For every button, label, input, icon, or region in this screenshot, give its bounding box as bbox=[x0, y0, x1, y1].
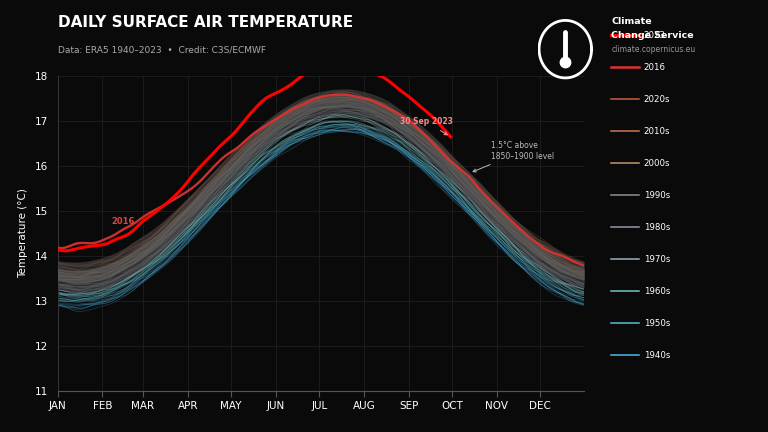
Text: DAILY SURFACE AIR TEMPERATURE: DAILY SURFACE AIR TEMPERATURE bbox=[58, 15, 353, 30]
Text: 2010s: 2010s bbox=[644, 127, 670, 136]
Text: 2023: 2023 bbox=[644, 31, 666, 40]
Text: 1.5°C above
1850–1900 level: 1.5°C above 1850–1900 level bbox=[473, 141, 554, 172]
Text: Change Service: Change Service bbox=[611, 31, 694, 40]
Text: 1970s: 1970s bbox=[644, 255, 670, 264]
Text: 2016: 2016 bbox=[644, 63, 666, 72]
Text: 2000s: 2000s bbox=[644, 159, 670, 168]
Text: 1990s: 1990s bbox=[644, 191, 670, 200]
Text: Climate: Climate bbox=[611, 17, 652, 26]
Text: 30 Sep 2023: 30 Sep 2023 bbox=[400, 118, 453, 135]
Text: 2020s: 2020s bbox=[644, 95, 670, 104]
Text: 1980s: 1980s bbox=[644, 223, 670, 232]
Text: 1960s: 1960s bbox=[644, 287, 670, 295]
Text: 1950s: 1950s bbox=[644, 319, 670, 327]
Text: Data: ERA5 1940–2023  •  Credit: C3S/ECMWF: Data: ERA5 1940–2023 • Credit: C3S/ECMWF bbox=[58, 45, 266, 54]
Text: 2016: 2016 bbox=[111, 217, 134, 226]
Y-axis label: Temperature (°C): Temperature (°C) bbox=[18, 188, 28, 278]
Text: climate.copernicus.eu: climate.copernicus.eu bbox=[611, 45, 696, 54]
Text: 1940s: 1940s bbox=[644, 351, 670, 359]
